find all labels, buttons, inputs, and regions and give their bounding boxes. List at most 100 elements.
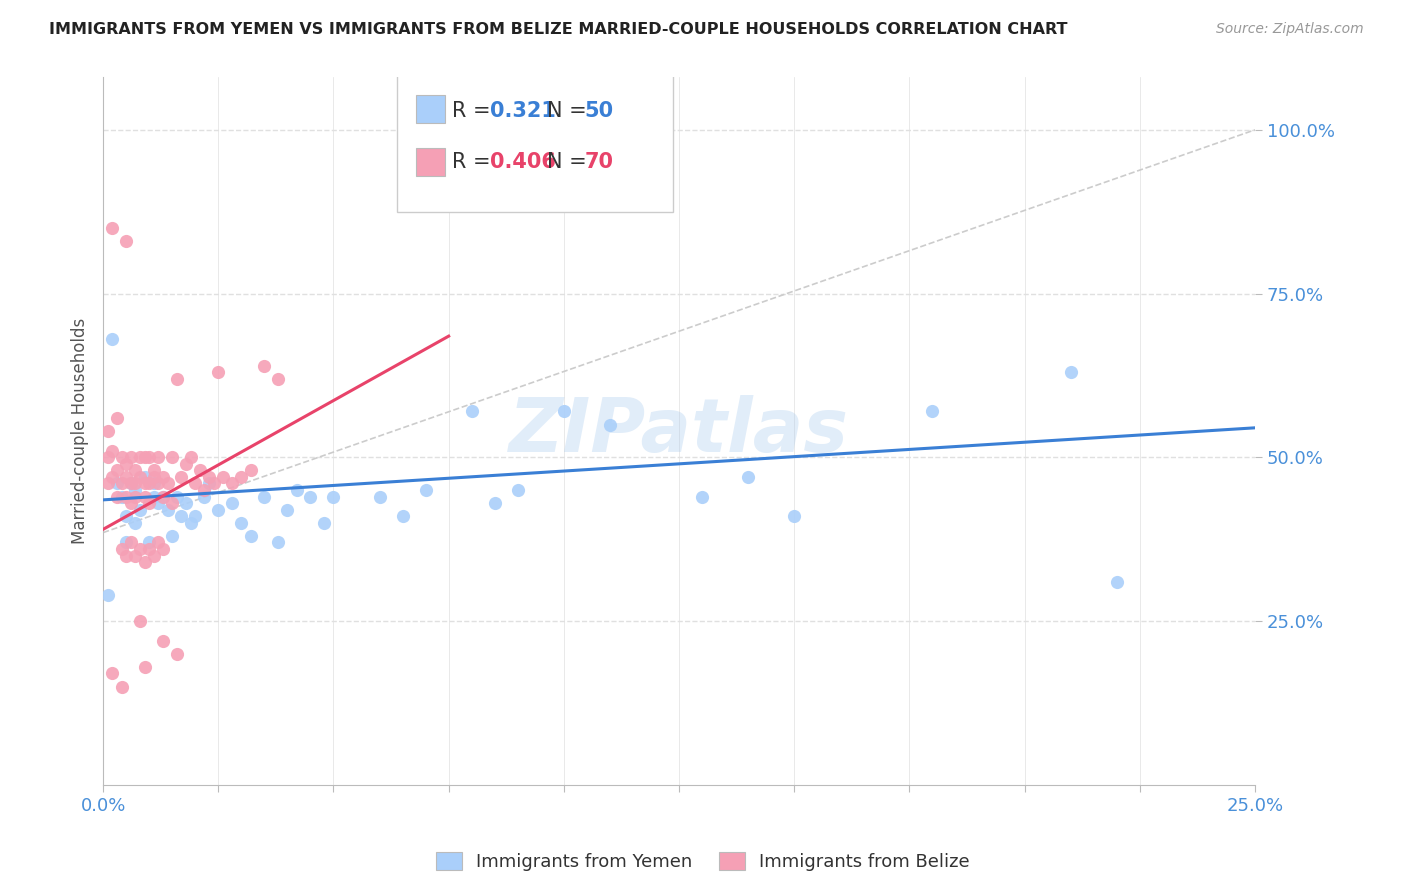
Point <box>221 496 243 510</box>
Point <box>184 476 207 491</box>
Point <box>276 502 298 516</box>
Point <box>391 509 413 524</box>
Point <box>152 541 174 556</box>
Point <box>120 450 142 465</box>
Point <box>142 476 165 491</box>
Text: Source: ZipAtlas.com: Source: ZipAtlas.com <box>1216 22 1364 37</box>
Point <box>599 417 621 432</box>
Text: N =: N = <box>547 101 593 120</box>
Point <box>166 647 188 661</box>
Point <box>129 450 152 465</box>
Text: 70: 70 <box>585 153 613 172</box>
Point <box>138 541 160 556</box>
Point <box>134 660 156 674</box>
Point <box>138 476 160 491</box>
Point <box>115 234 138 248</box>
Point <box>193 490 215 504</box>
Point <box>148 450 170 465</box>
Point <box>198 470 221 484</box>
Point <box>231 516 253 530</box>
Point <box>166 372 188 386</box>
Point <box>921 404 943 418</box>
Point <box>484 496 506 510</box>
Point <box>120 496 142 510</box>
Point <box>97 450 120 465</box>
FancyBboxPatch shape <box>396 74 673 211</box>
Point <box>314 516 336 530</box>
Point <box>231 470 253 484</box>
Point <box>461 404 484 418</box>
Point <box>415 483 437 497</box>
Text: 0.321: 0.321 <box>491 101 555 120</box>
Point <box>120 476 142 491</box>
Point <box>115 490 138 504</box>
Point <box>152 490 174 504</box>
Point <box>134 450 156 465</box>
Point <box>124 516 146 530</box>
Point <box>152 470 174 484</box>
Point <box>239 463 262 477</box>
Point <box>142 463 165 477</box>
Point <box>148 476 170 491</box>
Point <box>124 490 146 504</box>
Point <box>1105 574 1128 589</box>
Point <box>110 541 132 556</box>
Point <box>221 476 243 491</box>
Point <box>162 529 184 543</box>
Point <box>207 502 229 516</box>
Point <box>105 490 128 504</box>
Point <box>129 614 152 628</box>
Point <box>368 490 391 504</box>
Point <box>105 411 128 425</box>
Point <box>138 450 160 465</box>
Point <box>253 359 276 373</box>
Point <box>152 490 174 504</box>
Point <box>162 450 184 465</box>
FancyBboxPatch shape <box>416 148 446 177</box>
Point <box>97 588 120 602</box>
Point <box>202 476 225 491</box>
Point <box>101 221 124 235</box>
Point <box>690 490 713 504</box>
Point <box>152 633 174 648</box>
Point <box>142 490 165 504</box>
Point <box>188 463 211 477</box>
Point <box>115 470 138 484</box>
Point <box>148 496 170 510</box>
Point <box>170 509 193 524</box>
Point <box>737 470 759 484</box>
Text: IMMIGRANTS FROM YEMEN VS IMMIGRANTS FROM BELIZE MARRIED-COUPLE HOUSEHOLDS CORREL: IMMIGRANTS FROM YEMEN VS IMMIGRANTS FROM… <box>49 22 1067 37</box>
Point <box>101 470 124 484</box>
Point <box>174 457 197 471</box>
Point <box>115 535 138 549</box>
Text: 50: 50 <box>585 101 613 120</box>
Point <box>110 490 132 504</box>
Point <box>506 483 529 497</box>
Point <box>783 509 806 524</box>
Point <box>180 450 202 465</box>
Point <box>97 424 120 438</box>
Text: R =: R = <box>453 153 498 172</box>
Point <box>115 549 138 563</box>
FancyBboxPatch shape <box>416 95 446 123</box>
Point <box>101 443 124 458</box>
Point <box>142 470 165 484</box>
Point <box>129 502 152 516</box>
Point <box>124 549 146 563</box>
Point <box>138 496 160 510</box>
Text: N =: N = <box>547 153 593 172</box>
Point <box>148 535 170 549</box>
Point <box>134 555 156 569</box>
Point <box>129 470 152 484</box>
Point <box>129 541 152 556</box>
Point <box>110 450 132 465</box>
Text: 0.406: 0.406 <box>491 153 555 172</box>
Point <box>198 476 221 491</box>
Point <box>110 476 132 491</box>
Point <box>267 535 290 549</box>
Point <box>105 476 128 491</box>
Point <box>101 333 124 347</box>
Point <box>322 490 344 504</box>
Text: ZIPatlas: ZIPatlas <box>509 394 849 467</box>
Point <box>156 476 179 491</box>
